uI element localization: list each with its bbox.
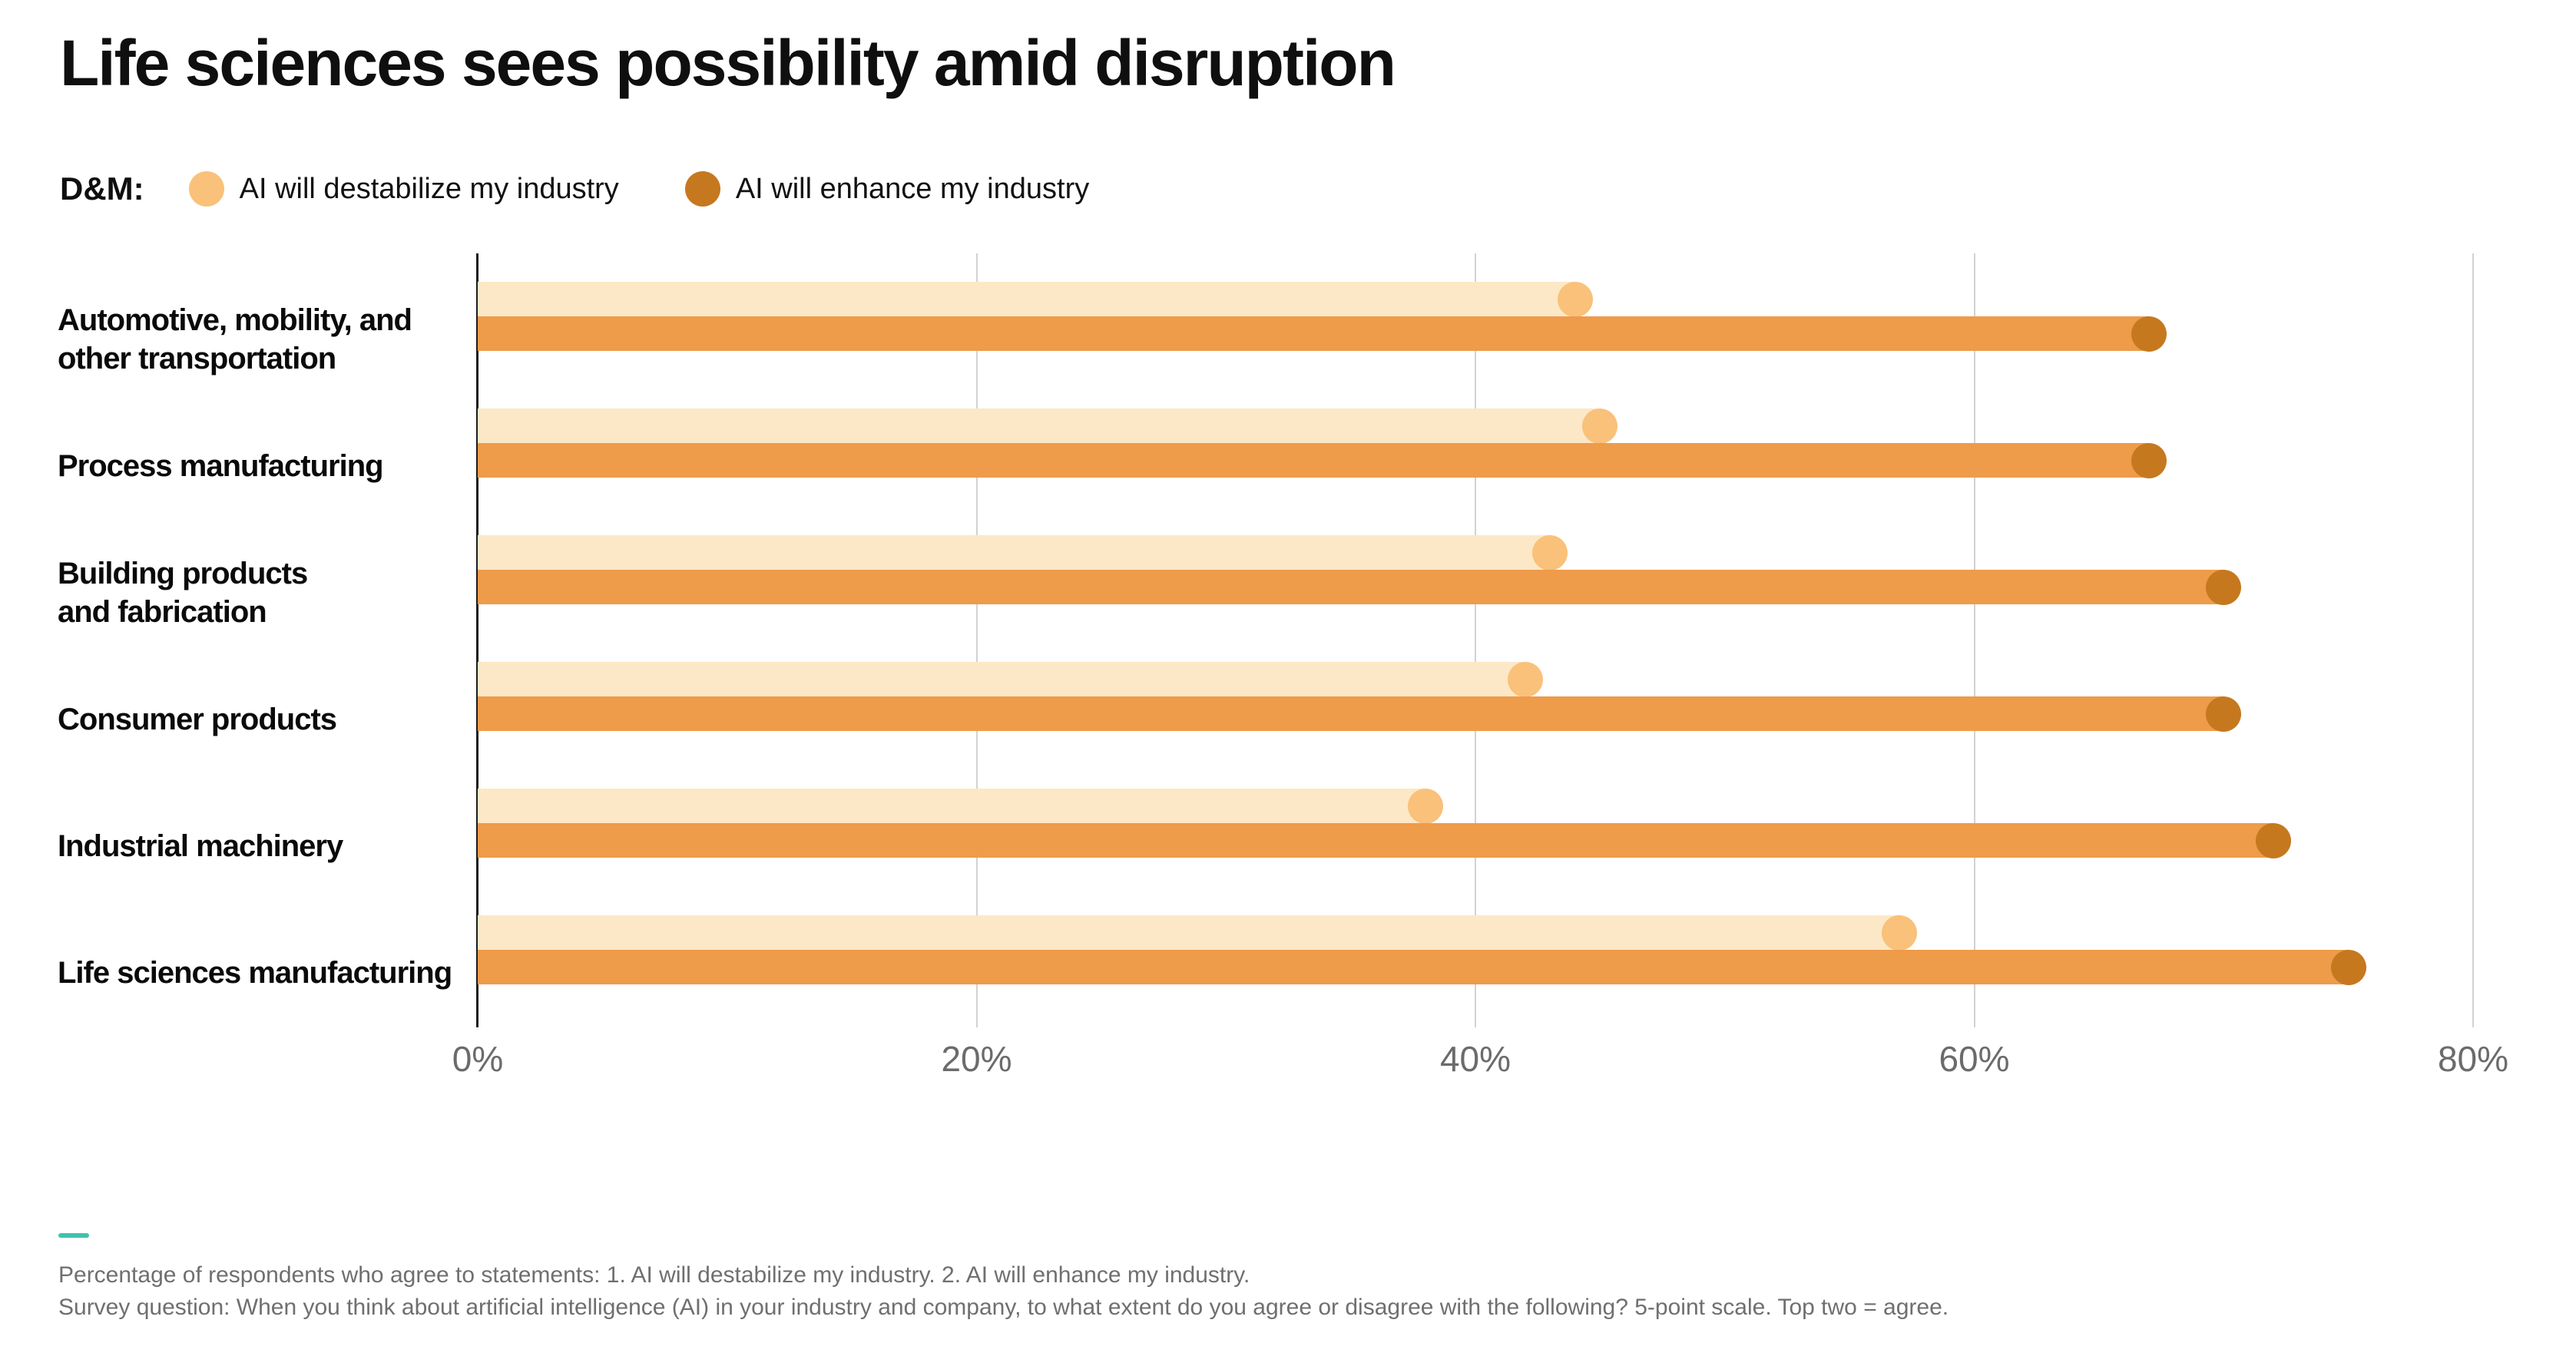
legend-dot-destabilize-icon: [188, 171, 224, 207]
footnotes: Percentage of respondents who agree to s…: [58, 1259, 1949, 1324]
y-axis-line: [476, 253, 478, 1027]
gridline: [975, 253, 978, 1027]
bar-destabilize: [478, 661, 1543, 697]
bar-endpoint-dot-icon: [1882, 915, 1918, 951]
x-axis-tick-label: 0%: [452, 1039, 504, 1079]
bar-endpoint-dot-icon: [2131, 442, 2167, 478]
bar-endpoint-dot-icon: [2131, 316, 2167, 352]
category-label: Life sciences manufacturing: [58, 956, 452, 990]
bar-destabilize: [478, 915, 1918, 951]
legend-prefix: D&M:: [60, 170, 144, 207]
bar-destabilize: [478, 408, 1618, 444]
bar-enhance: [478, 316, 2167, 352]
bar-enhance: [478, 569, 2242, 605]
bar-destabilize: [478, 281, 1593, 317]
category-label: Automotive, mobility, and other transpor…: [58, 303, 412, 375]
legend-label-destabilize: AI will destabilize my industry: [239, 172, 619, 205]
legend-item-enhance: AI will enhance my industry: [684, 171, 1090, 207]
bar-enhance: [478, 442, 2167, 478]
bar-enhance: [478, 949, 2366, 985]
gridline: [2472, 253, 2474, 1027]
chart-title: Life sciences sees possibility amid disr…: [60, 27, 1396, 99]
x-axis-tick-label: 60%: [1939, 1039, 2010, 1079]
footnote-line: Survey question: When you think about ar…: [58, 1295, 1949, 1320]
bar-enhance: [478, 822, 2292, 858]
category-label: Building products and fabrication: [58, 557, 308, 629]
legend-dot-enhance-icon: [684, 171, 720, 207]
bar-enhance: [478, 696, 2242, 732]
footnote-dash: [58, 1233, 89, 1238]
bar-destabilize: [478, 534, 1568, 571]
bar-endpoint-dot-icon: [2256, 822, 2292, 858]
legend-item-destabilize: AI will destabilize my industry: [188, 171, 619, 207]
x-axis-tick-label: 40%: [1439, 1039, 1511, 1079]
category-label: Industrial machinery: [58, 829, 343, 863]
gridline: [1475, 253, 1476, 1027]
x-axis-tick-label: 80%: [2437, 1039, 2509, 1079]
bar-endpoint-dot-icon: [1507, 661, 1543, 697]
bar-endpoint-dot-icon: [1557, 281, 1593, 317]
plot-area: [476, 253, 2474, 1027]
category-label: Process manufacturing: [58, 449, 384, 483]
bar-endpoint-dot-icon: [2330, 949, 2366, 985]
legend: D&M: AI will destabilize my industry AI …: [60, 167, 1155, 210]
bar-endpoint-dot-icon: [2206, 696, 2242, 732]
category-label: Consumer products: [58, 703, 337, 736]
bar-endpoint-dot-icon: [2206, 569, 2242, 605]
gridline: [1973, 253, 1975, 1027]
x-axis-tick-label: 20%: [941, 1039, 1012, 1079]
bar-endpoint-dot-icon: [1532, 534, 1568, 571]
bar-endpoint-dot-icon: [1408, 788, 1444, 824]
footnote-line: Percentage of respondents who agree to s…: [58, 1262, 1250, 1288]
bar-destabilize: [478, 788, 1444, 824]
bar-endpoint-dot-icon: [1582, 408, 1618, 444]
legend-label-enhance: AI will enhance my industry: [735, 172, 1090, 205]
